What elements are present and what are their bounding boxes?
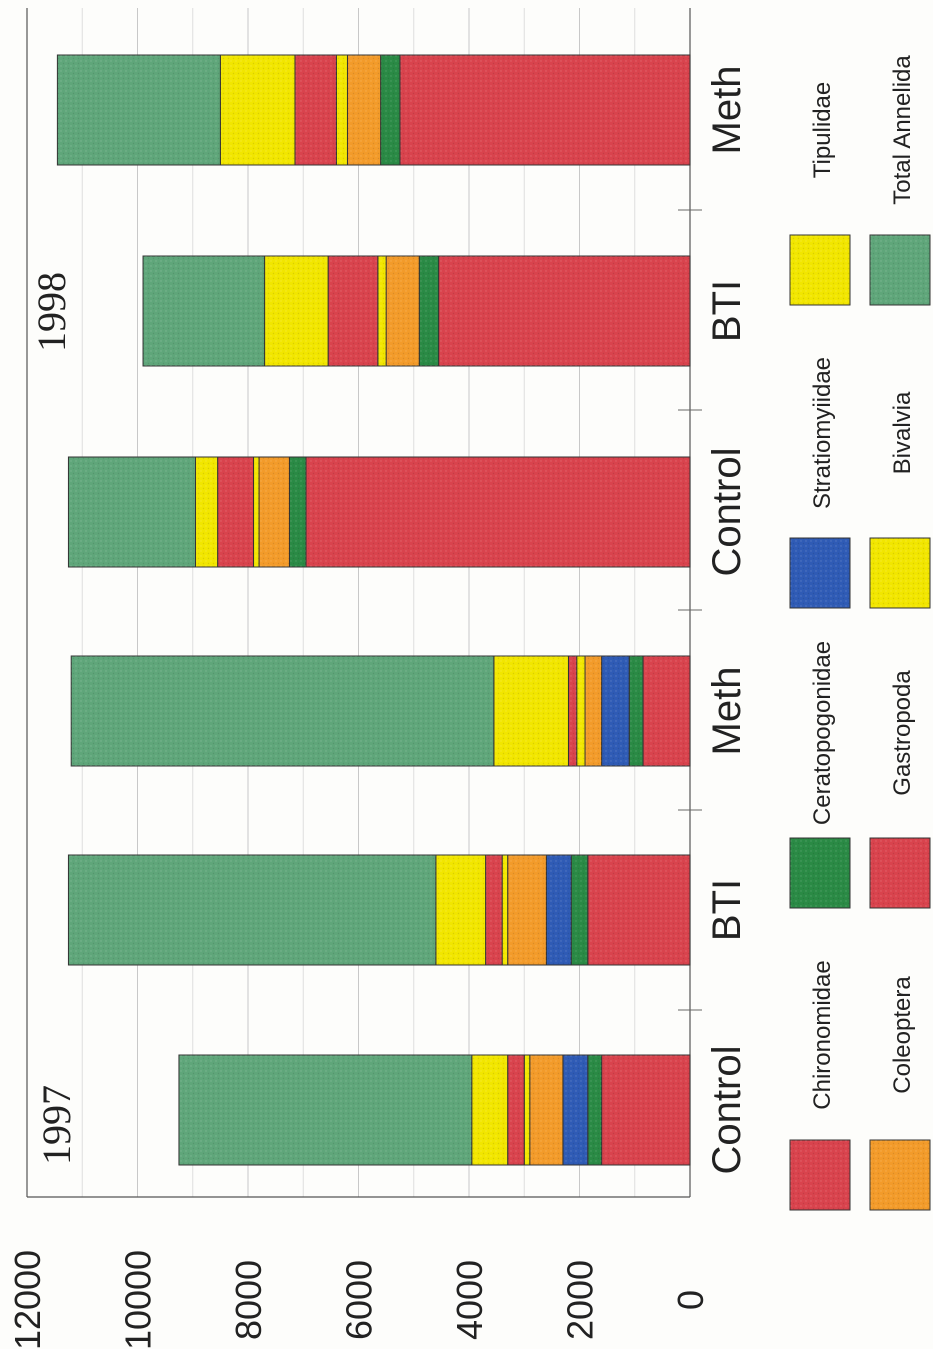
- year-label: 1998: [29, 272, 74, 352]
- bar-texture: [294, 55, 337, 165]
- bar-texture: [419, 256, 439, 366]
- bar-texture: [178, 1055, 472, 1165]
- bar-texture: [217, 457, 254, 567]
- bar-texture: [568, 656, 577, 766]
- category-label: Control: [705, 448, 749, 577]
- bar-texture: [524, 1055, 530, 1165]
- bar-texture: [143, 256, 265, 366]
- category-axis: Control BTI Meth Control BTI Meth: [705, 66, 749, 1175]
- bar-texture: [629, 656, 644, 766]
- tick-label: 0: [670, 1290, 711, 1310]
- bar-stack: [67, 456, 691, 568]
- bar-texture: [253, 457, 260, 567]
- bar-texture: [380, 55, 400, 165]
- bar-texture: [601, 1055, 690, 1165]
- year-label: 1997: [34, 1085, 79, 1165]
- bar-texture: [259, 457, 290, 567]
- tick-label: 6000: [339, 1260, 380, 1340]
- legend-label: Ceratopogonidae: [809, 641, 836, 825]
- bar-texture: [485, 855, 503, 965]
- bar-texture: [643, 656, 690, 766]
- bar-texture: [347, 55, 381, 165]
- legend-item: Tipulidae: [789, 82, 851, 306]
- legend-item: Bivalvia: [869, 391, 931, 609]
- bar-stack: [70, 655, 691, 767]
- bar-texture: [220, 55, 295, 165]
- bar-texture: [386, 256, 420, 366]
- bar-texture: [399, 55, 690, 165]
- bar-stack: [67, 854, 691, 966]
- category-label: Meth: [705, 667, 749, 756]
- bar-texture: [68, 855, 436, 965]
- bar-texture: [587, 1055, 602, 1165]
- legend-label: Bivalvia: [889, 391, 916, 474]
- bar-texture: [68, 457, 196, 567]
- bar-stack: [142, 255, 691, 367]
- bar-texture: [493, 656, 569, 766]
- legend-label: Coleoptera: [889, 976, 916, 1094]
- bar-texture: [562, 1055, 588, 1165]
- bar-texture: [306, 457, 690, 567]
- bar-texture: [195, 457, 218, 567]
- legend-item: Total Annelida: [869, 55, 931, 306]
- value-axis: 0 2000 4000 6000 8000 10000 12000: [7, 1250, 711, 1349]
- legend-swatch-texture: [870, 1140, 930, 1210]
- bar-texture: [435, 855, 486, 965]
- bar-texture: [328, 256, 378, 366]
- tick-label: 2000: [560, 1260, 601, 1340]
- legend-label: Gastropoda: [889, 670, 916, 796]
- legend-swatch-texture: [790, 538, 850, 608]
- plot-frame: [26, 8, 702, 1198]
- tick-label: 4000: [449, 1260, 490, 1340]
- category-label: Meth: [705, 66, 749, 155]
- legend: Chironomidae Coleoptera Ceratopogonidae Gas…: [789, 55, 931, 1211]
- legend-item: Chironomidae: [789, 960, 851, 1211]
- tick-label: 12000: [7, 1250, 48, 1349]
- bar-texture: [507, 855, 547, 965]
- legend-swatch-texture: [870, 235, 930, 305]
- legend-swatch-texture: [790, 838, 850, 908]
- tick-label: 8000: [228, 1260, 269, 1340]
- bar-texture: [289, 457, 307, 567]
- bar-texture: [264, 256, 329, 366]
- bar-texture: [576, 656, 586, 766]
- bar-texture: [546, 855, 572, 965]
- legend-item: Gastropoda: [869, 670, 931, 909]
- grid-lines: [26, 8, 691, 1197]
- bar-texture: [571, 855, 588, 965]
- bar-texture: [57, 55, 221, 165]
- legend-label: Chironomidae: [809, 960, 836, 1109]
- legend-label: Stratiomyiidae: [809, 357, 836, 509]
- bar-texture: [377, 256, 387, 366]
- bar-texture: [438, 256, 690, 366]
- bar-texture: [336, 55, 348, 165]
- legend-swatch-texture: [790, 235, 850, 305]
- category-label: BTI: [705, 280, 749, 342]
- bar-texture: [587, 855, 690, 965]
- year-labels: 1997 1998: [29, 272, 79, 1165]
- legend-item: Ceratopogonidae: [789, 641, 851, 909]
- category-label: Control: [705, 1046, 749, 1175]
- bar-texture: [529, 1055, 563, 1165]
- bar-texture: [585, 656, 602, 766]
- legend-swatch-texture: [870, 538, 930, 608]
- legend-item: Coleoptera: [869, 976, 931, 1211]
- legend-label: Tipulidae: [809, 82, 836, 179]
- legend-swatch-texture: [870, 838, 930, 908]
- bar-stack: [178, 1054, 691, 1166]
- bar-stack: [56, 54, 691, 166]
- legend-item: Stratiomyiidae: [789, 357, 851, 609]
- legend-label: Total Annelida: [889, 55, 916, 205]
- bar-texture: [471, 1055, 508, 1165]
- category-label: BTI: [705, 879, 749, 941]
- legend-swatch-texture: [790, 1140, 850, 1210]
- bar-texture: [502, 855, 508, 965]
- bars: [56, 54, 691, 1166]
- bar-texture: [71, 656, 494, 766]
- bar-texture: [507, 1055, 525, 1165]
- tick-label: 10000: [118, 1250, 159, 1349]
- bar-texture: [601, 656, 630, 766]
